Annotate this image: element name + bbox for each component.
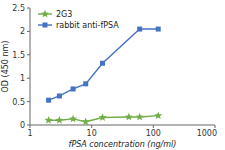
- x-tick: [30, 125, 31, 128]
- x-tick: [215, 125, 216, 128]
- data-point: [136, 113, 144, 121]
- x-axis-line: [30, 125, 215, 126]
- data-point: [154, 111, 162, 119]
- data-point: [100, 61, 105, 66]
- data-point: [82, 118, 90, 125]
- y-axis-line: [30, 8, 31, 125]
- y-tick-label: 0: [20, 121, 25, 130]
- y-tick-label: 2: [20, 27, 25, 36]
- y-tick-label: 0.5: [12, 98, 25, 107]
- chart-svg: 0 0.5 1 1.5 2 2.5 1 10 100 1000 fPSA concentration…: [0, 0, 225, 150]
- legend-label: rabbit anti-fPSA: [56, 21, 119, 30]
- y-tick-label: 1: [20, 74, 25, 83]
- series-line: [49, 29, 159, 100]
- y-tick: [27, 8, 30, 9]
- x-tick-label: 1000: [197, 129, 217, 138]
- x-tick: [91, 125, 92, 128]
- x-axis-label: fPSA concentration (ng/ml): [69, 140, 177, 149]
- data-point: [71, 86, 76, 91]
- data-point: [69, 115, 77, 123]
- y-axis-label: OD (450 nm): [1, 41, 10, 93]
- y-tick-label: 2.5: [12, 4, 25, 13]
- legend-marker: [41, 10, 49, 18]
- data-point: [156, 27, 161, 32]
- x-tick-label: 100: [146, 129, 161, 138]
- data-point: [99, 113, 107, 121]
- data-point: [46, 98, 51, 103]
- data-point: [45, 116, 53, 124]
- plot-area: [45, 27, 163, 125]
- legend: 2G3 rabbit anti-fPSA: [38, 10, 119, 30]
- data-point: [83, 81, 88, 86]
- data-point: [125, 113, 133, 121]
- legend-label: 2G3: [56, 10, 72, 19]
- x-tick: [153, 125, 154, 128]
- x-tick-label: 10: [87, 129, 97, 138]
- chart-container: 0 0.5 1 1.5 2 2.5 1 10 100 1000 fPSA concentration…: [0, 0, 225, 150]
- y-tick: [27, 101, 30, 102]
- data-point: [57, 93, 62, 98]
- x-tick-label: 1: [27, 129, 32, 138]
- legend-marker: [43, 23, 48, 28]
- y-tick-label: 1.5: [12, 51, 25, 60]
- data-point: [137, 27, 142, 32]
- y-tick: [27, 54, 30, 55]
- y-tick: [27, 78, 30, 79]
- data-point: [55, 116, 63, 124]
- y-tick: [27, 31, 30, 32]
